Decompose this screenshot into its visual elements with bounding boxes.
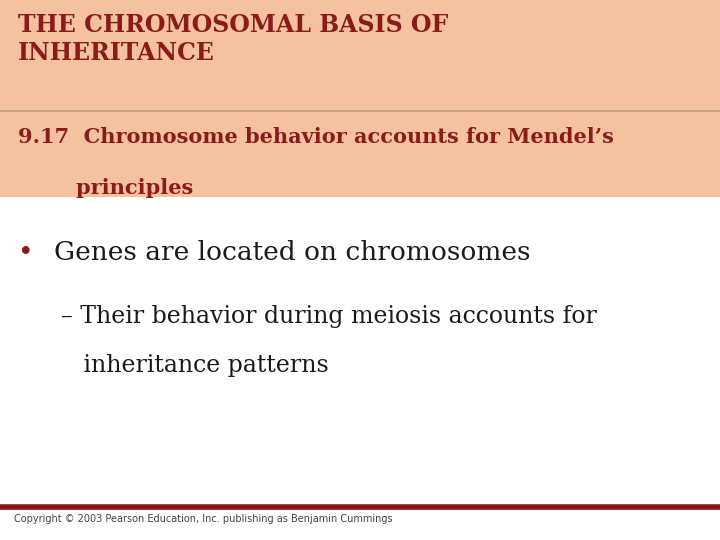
Text: inheritance patterns: inheritance patterns: [61, 354, 329, 377]
Text: INHERITANCE: INHERITANCE: [18, 40, 215, 64]
Text: 9.17  Chromosome behavior accounts for Mendel’s: 9.17 Chromosome behavior accounts for Me…: [18, 127, 614, 147]
Text: •: •: [18, 240, 34, 265]
Text: THE CHROMOSOMAL BASIS OF: THE CHROMOSOMAL BASIS OF: [18, 14, 449, 37]
Text: Genes are located on chromosomes: Genes are located on chromosomes: [54, 240, 531, 265]
Text: principles: principles: [18, 178, 193, 198]
Text: Copyright © 2003 Pearson Education, Inc. publishing as Benjamin Cummings: Copyright © 2003 Pearson Education, Inc.…: [14, 514, 393, 524]
Text: – Their behavior during meiosis accounts for: – Their behavior during meiosis accounts…: [61, 305, 597, 328]
Bar: [0, 0, 720, 197]
